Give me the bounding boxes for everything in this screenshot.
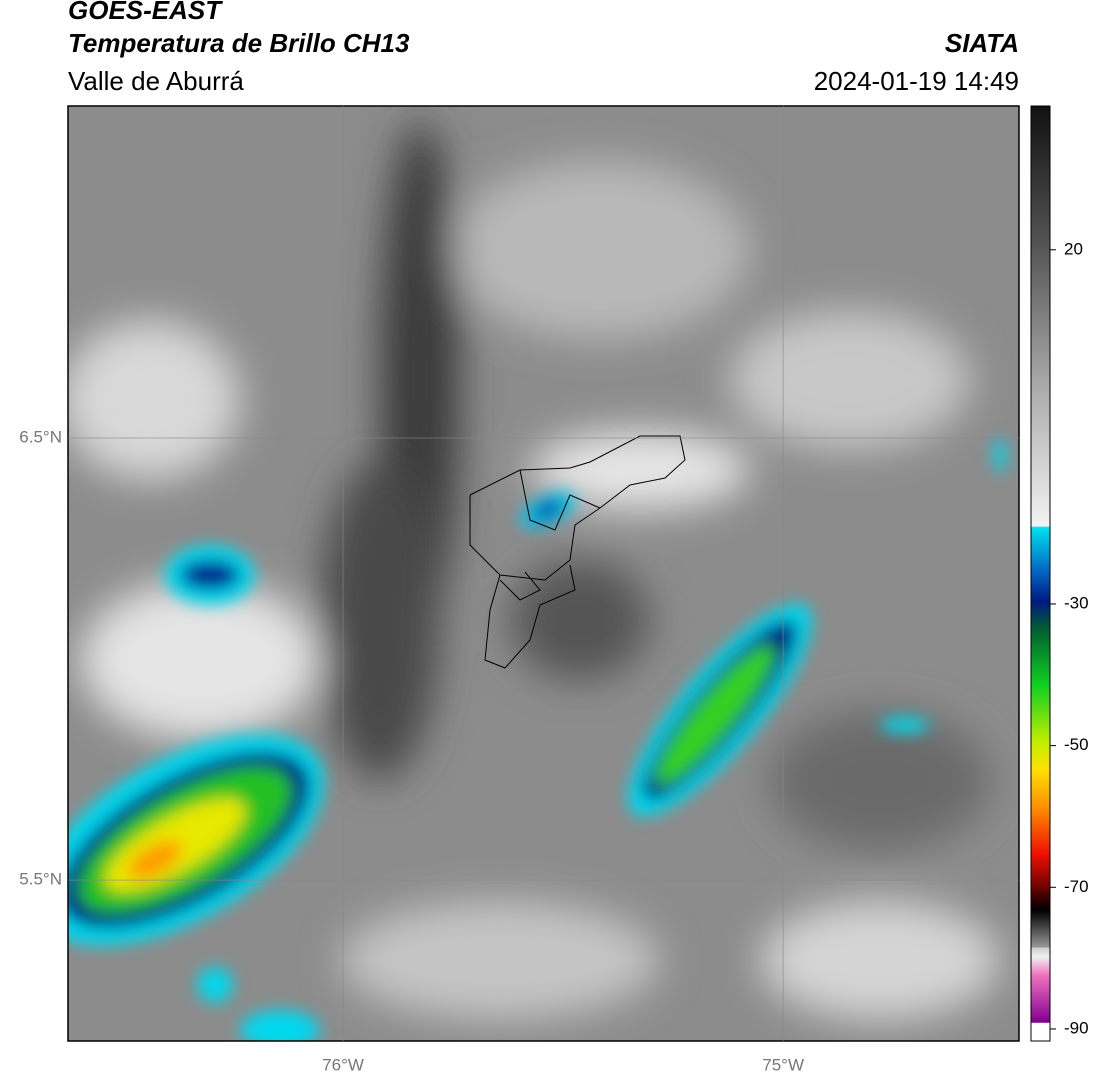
title: GOES-EAST	[68, 0, 223, 25]
colorbar-tick-label: 20	[1064, 239, 1083, 258]
colorbar-tick-label: -50	[1064, 735, 1089, 754]
subtitle: Temperatura de Brillo CH13	[68, 28, 410, 58]
lat-label: 5.5°N	[19, 870, 62, 889]
satellite-image	[68, 106, 1019, 1041]
lon-label: 76°W	[322, 1055, 364, 1074]
colorbar-tick-label: -30	[1064, 593, 1089, 612]
colorbar-tick-label: -70	[1064, 877, 1089, 896]
colorbar-tick-label: -90	[1064, 1018, 1089, 1037]
lon-label: 75°W	[762, 1055, 804, 1074]
region: Valle de Aburrá	[68, 66, 244, 96]
map-frame	[67, 105, 1020, 1042]
colorbar	[1030, 105, 1051, 1042]
source: SIATA	[945, 28, 1019, 58]
lat-label: 6.5°N	[19, 427, 62, 446]
datetime: 2024-01-19 14:49	[814, 66, 1019, 96]
